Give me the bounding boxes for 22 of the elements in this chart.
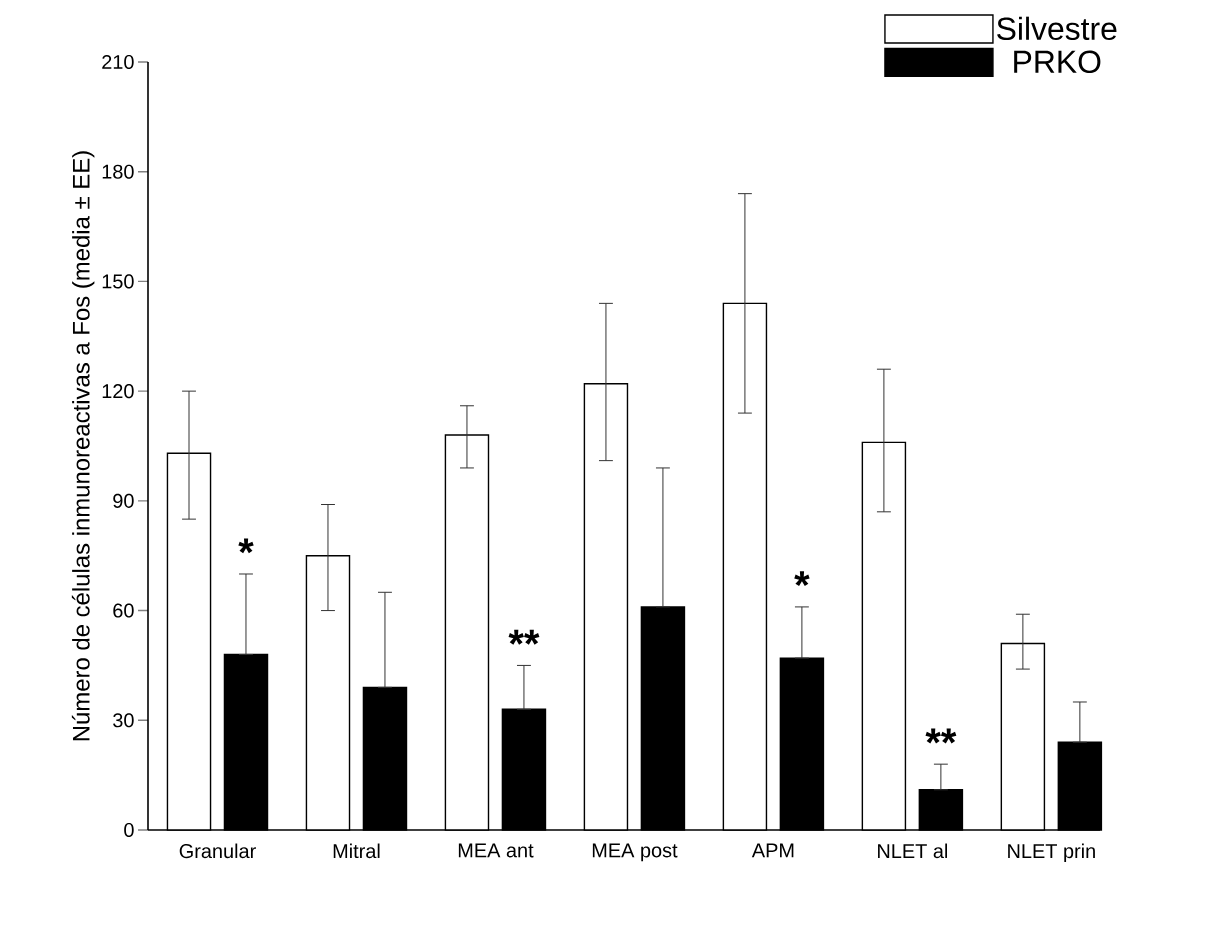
y-tick-label: 120 xyxy=(102,384,134,399)
y-tick-label: 0 xyxy=(124,822,134,838)
x-tick-label: MEA post xyxy=(592,843,678,862)
x-tick-label: NLET al xyxy=(878,843,948,859)
y-tick-label: 150 xyxy=(102,274,134,289)
annotation: ** xyxy=(925,728,957,744)
y-axis-title: Número de células inmunoreactivas a Fos (media ± EE) xyxy=(71,151,95,741)
x-tick-label: MEA ant xyxy=(458,843,534,858)
y-tick-label: 90 xyxy=(113,493,134,508)
y-tick-label: 60 xyxy=(113,603,134,618)
legend-label: PRKO xyxy=(1014,50,1101,74)
annotation: * xyxy=(794,571,810,587)
x-tick-label: Granular xyxy=(179,843,256,859)
x-tick-label: Mitral xyxy=(333,843,380,859)
x-tick-label: NLET prin xyxy=(1008,843,1095,863)
annotation: * xyxy=(238,538,254,554)
x-tick-label: APM xyxy=(751,843,794,858)
annotation: ** xyxy=(508,629,540,645)
y-tick-label: 180 xyxy=(102,164,134,179)
y-tick-label: 30 xyxy=(113,713,134,728)
y-tick-label: 210 xyxy=(102,54,134,70)
legend-label: Silvestre xyxy=(997,16,1117,41)
